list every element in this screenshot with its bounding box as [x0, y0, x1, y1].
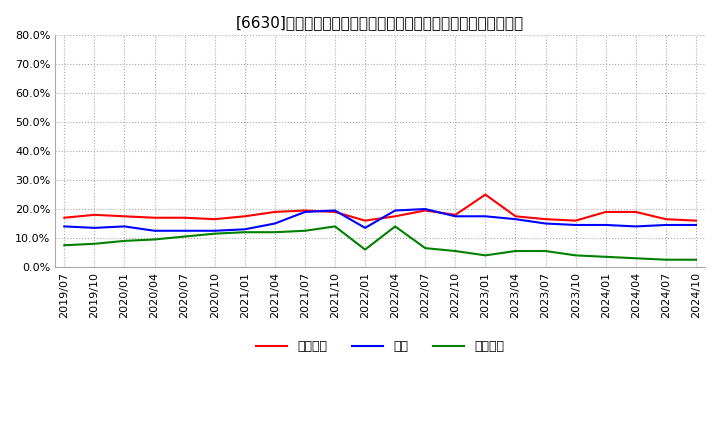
売上債権	[692, 218, 701, 223]
買入債務	[361, 247, 369, 252]
売上債権	[300, 208, 309, 213]
売上債権	[330, 209, 339, 215]
買入債務	[300, 228, 309, 233]
在庫	[451, 214, 459, 219]
売上債権	[631, 209, 640, 215]
買入債務	[391, 224, 400, 229]
売上債権	[180, 215, 189, 220]
在庫	[240, 227, 249, 232]
買入債務	[330, 224, 339, 229]
買入債務	[210, 231, 219, 236]
買入債務	[120, 238, 129, 243]
買入債務	[692, 257, 701, 262]
売上債権	[271, 209, 279, 215]
在庫	[60, 224, 68, 229]
売上債権	[210, 216, 219, 222]
売上債権	[90, 212, 99, 217]
在庫	[421, 206, 430, 212]
Line: 売上債権: 売上債権	[64, 194, 696, 220]
買入債務	[662, 257, 670, 262]
買入債務	[511, 249, 520, 254]
Line: 買入債務: 買入債務	[64, 227, 696, 260]
売上債権	[361, 218, 369, 223]
在庫	[180, 228, 189, 233]
売上債権	[481, 192, 490, 197]
在庫	[330, 208, 339, 213]
買入債務	[451, 249, 459, 254]
買入債務	[601, 254, 610, 260]
在庫	[631, 224, 640, 229]
在庫	[391, 208, 400, 213]
買入債務	[180, 234, 189, 239]
買入債務	[90, 241, 99, 246]
在庫	[511, 216, 520, 222]
在庫	[300, 209, 309, 215]
買入債務	[421, 246, 430, 251]
売上債権	[541, 216, 550, 222]
売上債権	[60, 215, 68, 220]
売上債権	[391, 214, 400, 219]
在庫	[90, 225, 99, 231]
在庫	[541, 221, 550, 226]
在庫	[572, 222, 580, 227]
買入債務	[271, 230, 279, 235]
在庫	[150, 228, 159, 233]
在庫	[120, 224, 129, 229]
在庫	[481, 214, 490, 219]
売上債権	[662, 216, 670, 222]
Legend: 売上債権, 在庫, 買入債務: 売上債権, 在庫, 買入債務	[251, 335, 510, 358]
買入債務	[240, 230, 249, 235]
買入債務	[572, 253, 580, 258]
売上債権	[451, 212, 459, 217]
在庫	[601, 222, 610, 227]
買入債務	[481, 253, 490, 258]
売上債権	[511, 214, 520, 219]
買入債務	[150, 237, 159, 242]
在庫	[210, 228, 219, 233]
売上債権	[150, 215, 159, 220]
買入債務	[60, 242, 68, 248]
売上債権	[240, 214, 249, 219]
売上債権	[572, 218, 580, 223]
売上債権	[601, 209, 610, 215]
在庫	[361, 225, 369, 231]
売上債権	[120, 214, 129, 219]
Line: 在庫: 在庫	[64, 209, 696, 231]
買入債務	[631, 256, 640, 261]
在庫	[662, 222, 670, 227]
Title: [6630]　売上債権、在庫、買入債務の総資産に対する比率の推移: [6630] 売上債権、在庫、買入債務の総資産に対する比率の推移	[236, 15, 524, 30]
買入債務	[541, 249, 550, 254]
売上債権	[421, 208, 430, 213]
在庫	[271, 221, 279, 226]
在庫	[692, 222, 701, 227]
